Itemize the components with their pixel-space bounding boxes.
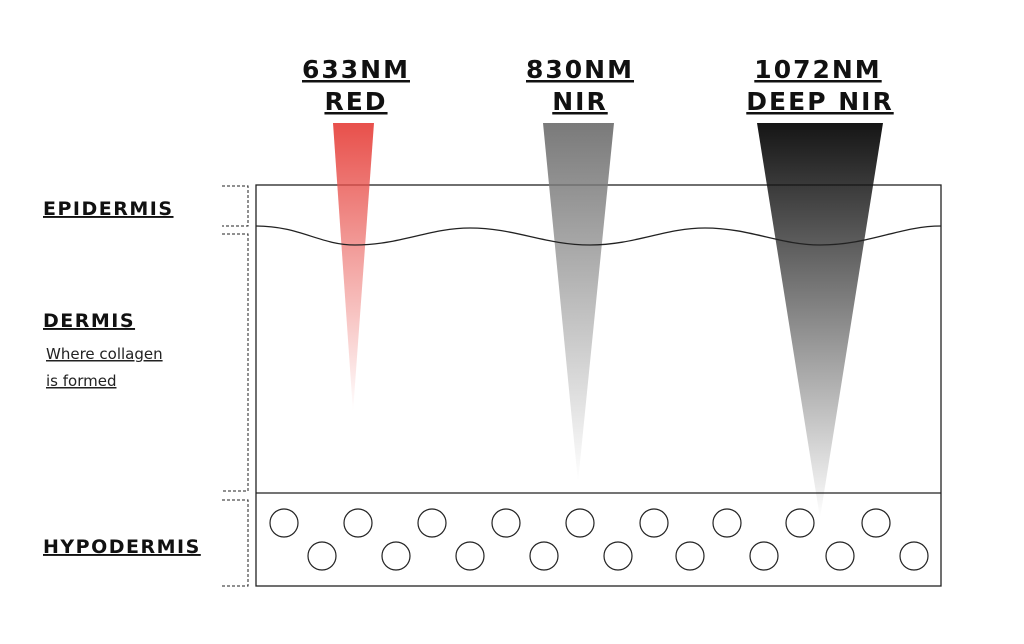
layer-label: HYPODERMIS: [43, 536, 201, 558]
layer-label: EPIDERMIS: [43, 198, 174, 220]
red-beam: [333, 123, 374, 412]
layer-label: DERMIS: [43, 310, 135, 332]
epidermis-boundary: [255, 225, 942, 246]
layer-note: Where collagen: [46, 345, 163, 363]
layer-note: is formed: [46, 372, 116, 390]
beam-wavelength: 633NM: [302, 55, 410, 84]
beam-name: NIR: [552, 87, 607, 116]
layer-brackets: [222, 185, 249, 587]
beam-name: DEEP NIR: [746, 87, 893, 116]
fat-cells: [269, 508, 929, 571]
beam-name: RED: [324, 87, 387, 116]
beam-wavelength: 830NM: [526, 55, 634, 84]
nir-beam: [543, 123, 614, 482]
beam-wavelength: 1072NM: [754, 55, 881, 84]
deep-nir-beam: [757, 123, 883, 518]
